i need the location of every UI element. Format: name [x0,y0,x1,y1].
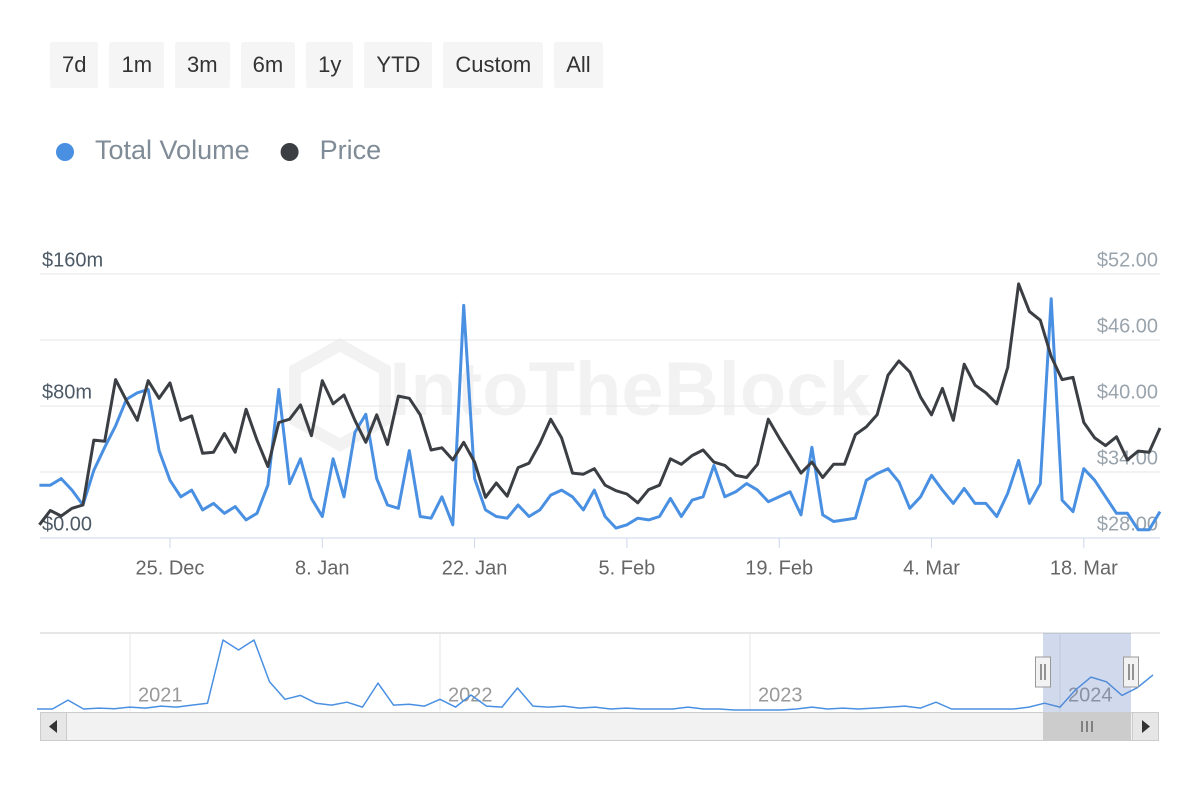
scrollbar-left-arrow[interactable] [40,712,67,741]
navigator-year-label: 2024 [1068,684,1113,706]
range-button[interactable]: All [554,42,603,88]
navigator-mask[interactable] [1043,633,1131,712]
range-button[interactable]: 3m [175,42,230,88]
range-button[interactable]: 6m [240,42,296,88]
range-button[interactable]: YTD [364,42,433,88]
navigator-year-label: 2021 [138,684,183,706]
y2-tick-label: $46.00 [1097,315,1158,337]
y2-tick-label: $40.00 [1097,381,1158,403]
y-tick-label: $0.00 [42,513,92,535]
watermark-logo [289,338,391,452]
series-line [38,282,1162,526]
range-button[interactable]: 1m [109,42,165,88]
navigator: 2021202220232024 [37,633,1154,711]
navigator-handle[interactable] [1123,656,1139,688]
scrollbar-track[interactable] [40,712,1159,741]
navigator-year-label: 2023 [758,684,803,706]
series-line [37,639,1154,711]
range-button[interactable]: 7d [50,42,99,88]
scrollbar-right-arrow[interactable] [1132,712,1159,741]
legend-marker [280,143,299,161]
legend-label: Total Volume [95,135,250,165]
x-tick-label: 18. Mar [1050,557,1118,579]
x-tick-label: 8. Jan [295,557,349,579]
y2-tick-label: $28.00 [1097,513,1158,535]
x-tick-label: 4. Mar [903,557,960,579]
x-tick-label: 5. Feb [599,557,656,579]
series-line [39,297,1162,532]
x-tick-label: 25. Dec [135,557,204,579]
range-button[interactable]: Custom [443,42,544,88]
y2-tick-label: $52.00 [1097,249,1158,271]
x-tick-label: 19. Feb [745,557,813,579]
scrollbar-thumb[interactable] [1043,712,1131,741]
y-tick-label: $160m [42,249,103,271]
x-tick-label: 22. Jan [442,557,508,579]
range-button[interactable]: 1y [306,42,354,88]
y-tick-label: $80m [42,381,92,403]
navigator-handle[interactable] [1035,656,1051,688]
range-selector: 7d 1m 3m 6m 1y YTD Custom All [50,42,603,88]
legend-label: Price [320,135,382,165]
legend-marker [56,143,74,161]
